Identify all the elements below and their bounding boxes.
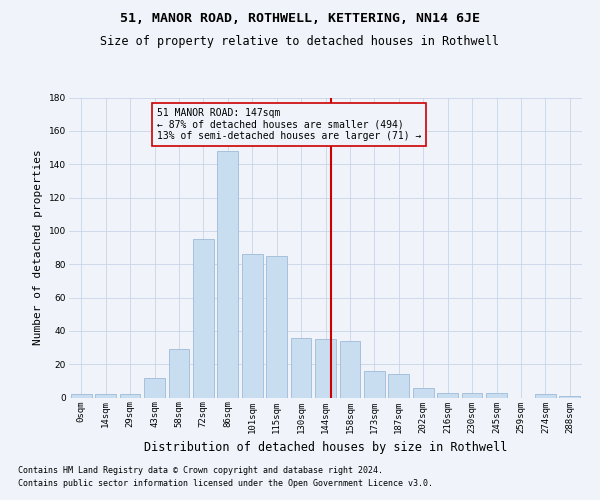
- Bar: [290, 338, 311, 398]
- Text: Size of property relative to detached houses in Rothwell: Size of property relative to detached ho…: [101, 35, 499, 48]
- Bar: [437, 392, 458, 398]
- Bar: [71, 394, 92, 398]
- Text: Contains HM Land Registry data © Crown copyright and database right 2024.: Contains HM Land Registry data © Crown c…: [18, 466, 383, 475]
- Bar: [315, 339, 336, 398]
- Bar: [461, 392, 482, 398]
- Text: Contains public sector information licensed under the Open Government Licence v3: Contains public sector information licen…: [18, 479, 433, 488]
- Text: 51, MANOR ROAD, ROTHWELL, KETTERING, NN14 6JE: 51, MANOR ROAD, ROTHWELL, KETTERING, NN1…: [120, 12, 480, 26]
- Bar: [559, 396, 580, 398]
- Text: 51 MANOR ROAD: 147sqm
← 87% of detached houses are smaller (494)
13% of semi-det: 51 MANOR ROAD: 147sqm ← 87% of detached …: [157, 108, 421, 140]
- Bar: [95, 394, 116, 398]
- Bar: [388, 374, 409, 398]
- Bar: [169, 349, 190, 398]
- Bar: [364, 371, 385, 398]
- Bar: [119, 394, 140, 398]
- Bar: [535, 394, 556, 398]
- Bar: [340, 341, 361, 398]
- Bar: [266, 256, 287, 398]
- Bar: [144, 378, 165, 398]
- Bar: [193, 239, 214, 398]
- Bar: [413, 388, 434, 398]
- X-axis label: Distribution of detached houses by size in Rothwell: Distribution of detached houses by size …: [144, 441, 507, 454]
- Bar: [486, 392, 507, 398]
- Bar: [242, 254, 263, 398]
- Y-axis label: Number of detached properties: Number of detached properties: [34, 150, 43, 346]
- Bar: [217, 151, 238, 398]
